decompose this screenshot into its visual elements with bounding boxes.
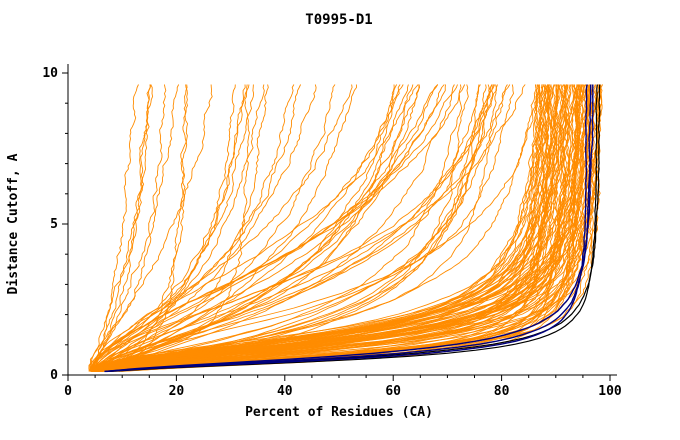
model-curve	[98, 84, 495, 372]
x-tick-label: 100	[598, 384, 622, 399]
axes-layer: 0 20 40 60 80 100 0 5 10	[42, 64, 622, 399]
model-curve	[121, 84, 559, 372]
model-curve	[95, 84, 591, 372]
model-curve	[91, 84, 571, 372]
x-tick-label: 0	[64, 384, 72, 399]
model-curve	[91, 84, 596, 372]
x-tick-label: 40	[277, 384, 293, 399]
model-curve	[92, 84, 550, 372]
model-curve	[89, 84, 236, 372]
y-tick-label: 0	[50, 368, 58, 383]
model-curve	[90, 84, 439, 372]
model-curve	[92, 84, 547, 372]
model-curve	[92, 84, 255, 372]
model-curve	[90, 84, 295, 372]
y-tick-label: 5	[50, 217, 58, 232]
x-axis-title: Percent of Residues (CA)	[245, 405, 433, 420]
model-curve	[91, 84, 139, 372]
navy-highlight-curve	[106, 84, 588, 373]
model-curve	[95, 84, 539, 372]
model-curve	[95, 84, 469, 372]
model-curve	[89, 84, 152, 372]
model-curve	[93, 84, 537, 372]
model-curve	[92, 84, 395, 372]
model-curve	[90, 84, 302, 372]
black-highlight-curve	[110, 84, 598, 372]
model-curve	[100, 84, 508, 372]
model-curve	[89, 84, 496, 372]
model-curves-layer	[88, 84, 604, 373]
model-curve	[91, 84, 576, 372]
model-curve	[91, 84, 511, 372]
model-curve	[96, 84, 269, 372]
model-curve	[96, 84, 357, 372]
x-tick-label: 60	[385, 384, 401, 399]
y-axis-title: Distance Cutoff, A	[6, 153, 21, 294]
model-curve	[93, 84, 579, 372]
model-curve	[92, 84, 421, 372]
model-curve	[101, 84, 189, 372]
model-curve	[95, 84, 600, 372]
x-tick-label: 20	[169, 384, 185, 399]
model-curve	[91, 84, 401, 372]
model-curve	[93, 84, 336, 372]
model-curve	[91, 84, 493, 372]
model-curve	[101, 84, 587, 372]
chart-title: T0995-D1	[305, 12, 372, 28]
model-curve	[88, 84, 419, 372]
black-highlight-curve	[106, 84, 601, 372]
model-curve	[90, 84, 167, 372]
model-curve	[99, 84, 568, 372]
model-curve	[90, 84, 180, 372]
x-tick-label: 80	[494, 384, 510, 399]
model-curve	[93, 84, 480, 372]
model-curve	[91, 84, 543, 372]
model-curve	[97, 84, 566, 372]
model-curve	[105, 84, 582, 372]
model-curve	[91, 84, 154, 372]
model-curve	[89, 84, 353, 372]
model-curve	[100, 84, 561, 372]
model-curve	[94, 84, 439, 372]
model-curve	[90, 84, 248, 372]
model-curve	[94, 84, 487, 372]
model-curve	[101, 84, 566, 372]
model-curve	[92, 84, 317, 372]
model-curve	[101, 84, 542, 372]
model-curve	[88, 84, 213, 372]
model-curve	[91, 84, 545, 372]
y-tick-label: 10	[42, 66, 58, 81]
model-curve	[111, 84, 491, 372]
navy-highlight-curve	[104, 84, 594, 373]
model-curve	[91, 84, 265, 372]
model-curve	[100, 84, 188, 372]
model-curve	[91, 84, 514, 372]
model-curve	[93, 84, 497, 372]
model-curve	[89, 84, 526, 372]
